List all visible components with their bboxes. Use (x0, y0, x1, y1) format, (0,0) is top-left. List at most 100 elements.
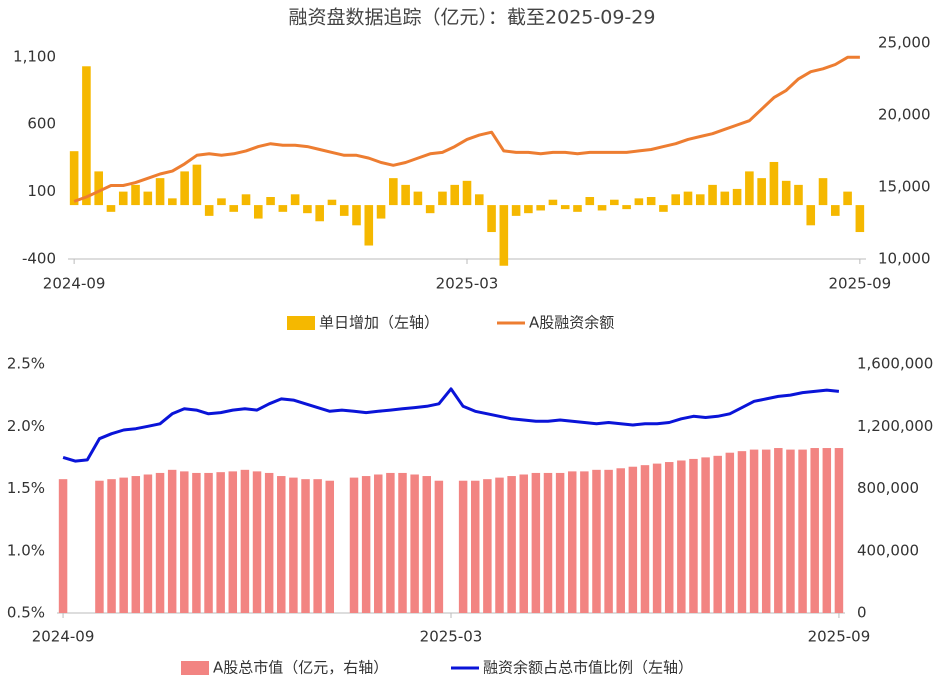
bar (278, 205, 288, 212)
y2-tick-label: 10,000 (878, 250, 931, 268)
bar (301, 479, 310, 613)
bar (155, 472, 165, 613)
bar (689, 458, 698, 613)
bar (450, 184, 460, 206)
bar (204, 472, 213, 613)
bar (290, 194, 300, 206)
bar (434, 480, 444, 613)
y-tick-label: 2.0% (7, 417, 45, 435)
bar (737, 451, 747, 613)
bar (389, 178, 398, 206)
bar (315, 205, 324, 222)
bar (664, 462, 674, 613)
bar (555, 472, 565, 613)
y-tick-label: 1,100 (13, 47, 56, 65)
bar (438, 191, 447, 206)
bar (548, 199, 558, 206)
bar (422, 476, 431, 613)
bar (511, 205, 521, 216)
bar (745, 171, 754, 206)
bar (507, 476, 516, 613)
bar (761, 449, 771, 613)
bar (155, 178, 165, 206)
bar (640, 465, 650, 613)
bar (361, 476, 371, 613)
bar (94, 171, 103, 206)
bar (204, 205, 214, 216)
legend-label: A股总市值（亿元，右轴） (213, 659, 388, 677)
bar (410, 474, 419, 613)
bar (228, 471, 238, 613)
bar (708, 184, 717, 206)
bar (487, 205, 496, 233)
bar (524, 205, 533, 214)
bar (622, 205, 631, 210)
bar (628, 466, 638, 613)
x-tick-label: 2025-09 (829, 275, 892, 293)
y2-tick-label: 0 (857, 604, 867, 622)
bar (241, 194, 251, 206)
bar (471, 480, 480, 613)
bar (352, 205, 361, 226)
bar (277, 476, 286, 613)
bar (713, 455, 722, 613)
bar (810, 448, 819, 613)
bar (58, 479, 68, 613)
bar (349, 477, 359, 613)
bar (325, 480, 335, 613)
bar (701, 457, 710, 613)
bar (818, 178, 828, 206)
bar (725, 452, 735, 613)
bar (180, 471, 189, 613)
legend-label: A股融资余额 (529, 314, 614, 332)
bar (374, 474, 383, 613)
y2-tick-label: 1,600,000 (857, 355, 933, 373)
legend-swatch (287, 316, 315, 330)
bar (106, 205, 116, 212)
bar (313, 479, 322, 613)
bar (604, 469, 613, 613)
bar (252, 471, 262, 613)
bar (834, 448, 844, 613)
bar (216, 472, 225, 613)
bar (119, 477, 128, 613)
y-tick-label: 600 (27, 115, 56, 133)
bar (798, 449, 807, 613)
bar (364, 205, 374, 246)
bar (683, 191, 693, 206)
bar (536, 205, 545, 211)
bar (822, 448, 832, 613)
bar (499, 205, 509, 266)
y2-tick-label: 400,000 (857, 541, 919, 559)
bar (843, 191, 852, 206)
bar (794, 184, 803, 206)
y2-tick-label: 25,000 (878, 33, 931, 51)
legend-label: 单日增加（左轴） (319, 314, 439, 332)
bar (585, 197, 595, 206)
bar (413, 191, 423, 206)
bar (192, 164, 202, 206)
bar (143, 474, 153, 613)
legend-label: 融资余额占总市值比例（左轴） (483, 659, 693, 677)
bar (519, 474, 528, 613)
bar (180, 171, 189, 206)
bar (401, 184, 410, 206)
bar (376, 205, 386, 219)
y2-tick-label: 15,000 (878, 177, 931, 195)
bar (217, 198, 226, 206)
bar (677, 460, 686, 613)
bar (671, 194, 681, 206)
bar (781, 180, 791, 206)
bar (425, 205, 435, 214)
line (73, 55, 860, 203)
y-tick-label: -400 (22, 250, 56, 268)
bar (458, 480, 468, 613)
bar (168, 198, 177, 206)
bar (143, 191, 153, 206)
bar (567, 471, 577, 613)
bar (264, 472, 274, 613)
bar (749, 449, 759, 613)
bar (610, 199, 619, 206)
y2-tick-label: 800,000 (857, 479, 919, 497)
chart-title: 融资盘数据追踪（亿元）：截至2025-09-29 (289, 7, 656, 29)
